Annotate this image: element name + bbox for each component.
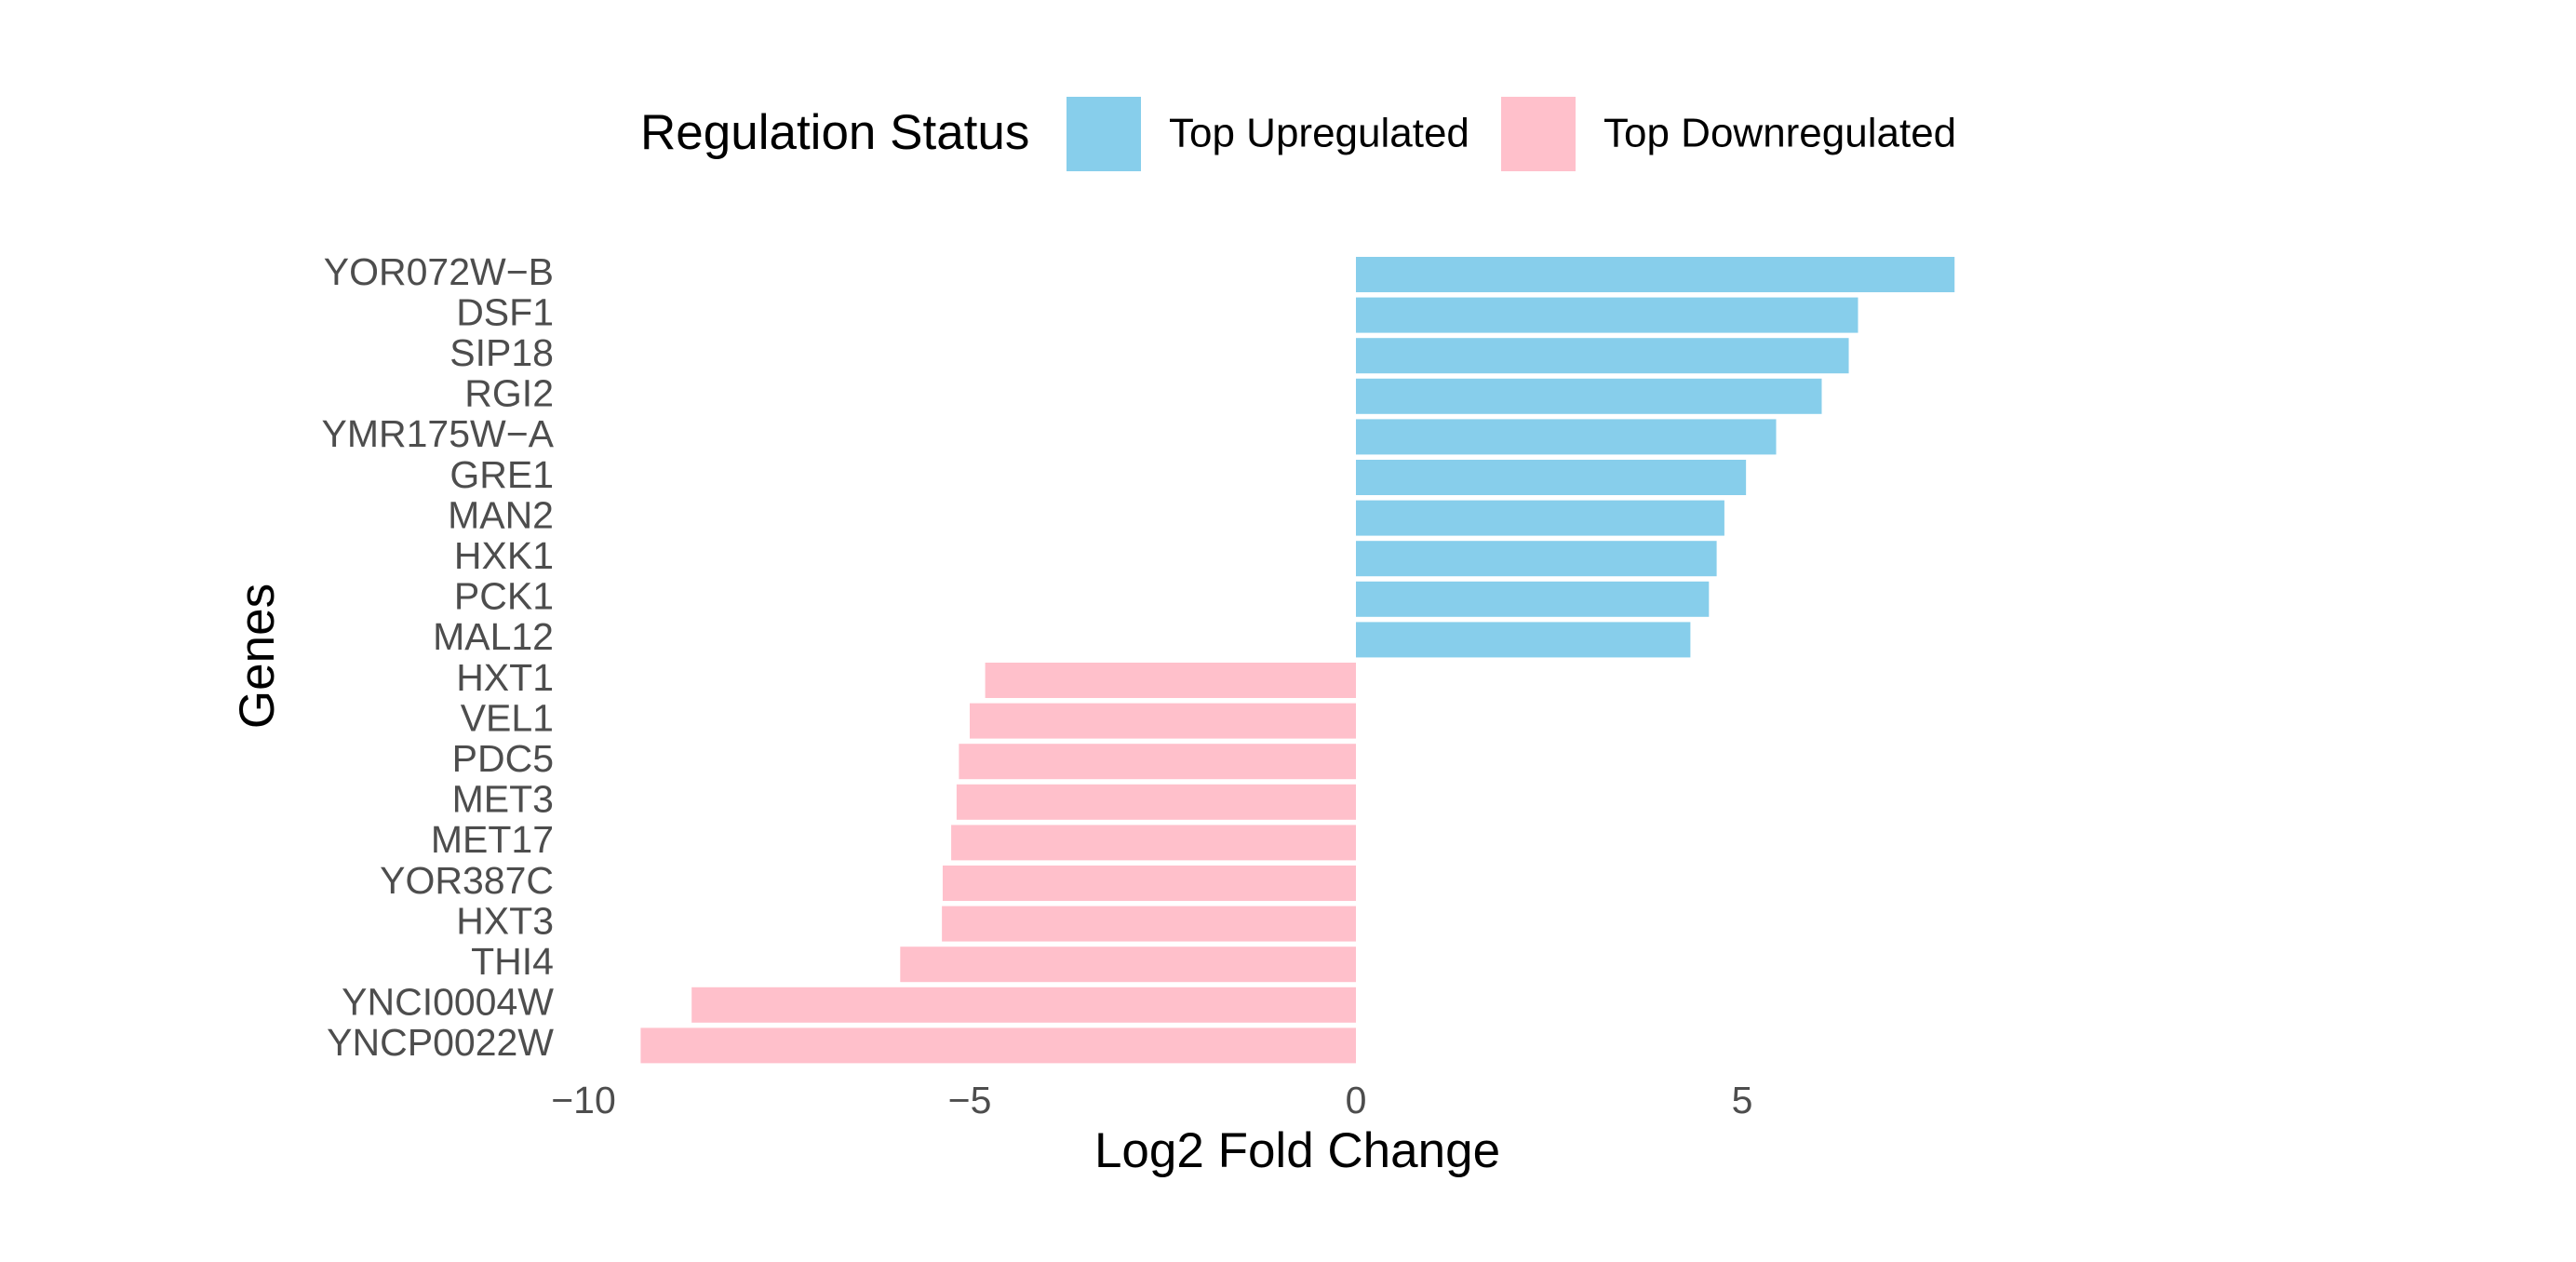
x-tick-label: 0 [1346, 1079, 1367, 1121]
y-tick-label: MET17 [431, 818, 554, 861]
bars [640, 257, 1955, 1064]
y-tick-label: MET3 [452, 778, 554, 821]
y-tick-label: HXT1 [456, 656, 554, 699]
bar-man2 [1356, 500, 1724, 536]
bar-yor072w-b [1356, 257, 1955, 292]
bar-mal12 [1356, 622, 1691, 658]
y-tick-label: HXK1 [454, 534, 554, 577]
x-tick-label: −10 [551, 1079, 616, 1121]
bar-pdc5 [959, 744, 1356, 780]
y-tick-label: THI4 [471, 940, 554, 983]
y-tick-label: PDC5 [452, 737, 554, 780]
y-tick-label: VEL1 [461, 696, 554, 739]
bar-ymr175w-a [1356, 419, 1777, 455]
bar-pck1 [1356, 581, 1710, 617]
legend: Regulation Status Top Upregulated Top Do… [640, 97, 1956, 171]
y-tick-label: MAL12 [433, 615, 554, 658]
bar-ynci0004w [691, 987, 1356, 1023]
bar-gre1 [1356, 460, 1747, 495]
bar-vel1 [970, 703, 1356, 739]
y-tick-label: YOR387C [380, 859, 554, 902]
bar-sip18 [1356, 338, 1849, 374]
bar-met3 [956, 784, 1356, 820]
y-axis-title: Genes [230, 584, 285, 729]
bar-yncp0022w [640, 1027, 1356, 1064]
bar-hxk1 [1356, 541, 1717, 577]
bar-rgi2 [1356, 378, 1822, 414]
legend-swatch-upregulated [1067, 97, 1141, 171]
legend-title: Regulation Status [640, 105, 1029, 160]
x-axis-title: Log2 Fold Change [1094, 1123, 1500, 1178]
y-tick-label: YOR072W−B [324, 250, 554, 293]
legend-swatch-downregulated [1501, 97, 1576, 171]
x-tick-label: 5 [1732, 1079, 1753, 1121]
y-tick-label: GRE1 [449, 453, 554, 496]
y-tick-label: SIP18 [449, 331, 554, 374]
x-axis-tick-labels: −10 −5 0 5 [551, 1079, 1752, 1121]
legend-label-downregulated: Top Downregulated [1603, 111, 1956, 156]
legend-label-upregulated: Top Upregulated [1169, 111, 1469, 156]
y-tick-label: DSF1 [456, 290, 554, 333]
y-tick-label: YMR175W−A [321, 412, 554, 455]
bar-hxt1 [985, 663, 1356, 698]
bar-yor387c [942, 866, 1356, 901]
bar-hxt3 [942, 906, 1356, 942]
y-axis-tick-labels: YOR072W−BDSF1SIP18RGI2YMR175W−AGRE1MAN2H… [321, 250, 554, 1064]
y-tick-label: HXT3 [456, 899, 554, 942]
x-tick-label: −5 [948, 1079, 992, 1121]
y-tick-label: MAN2 [448, 493, 554, 536]
y-tick-label: RGI2 [464, 372, 554, 415]
bar-thi4 [900, 946, 1356, 983]
y-tick-label: YNCP0022W [327, 1021, 554, 1064]
bar-met17 [951, 825, 1356, 861]
bar-dsf1 [1356, 297, 1858, 333]
y-tick-label: PCK1 [454, 575, 554, 618]
y-tick-label: YNCI0004W [342, 981, 554, 1024]
